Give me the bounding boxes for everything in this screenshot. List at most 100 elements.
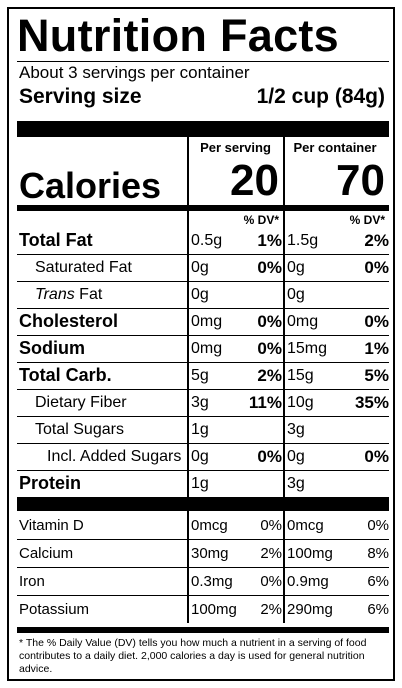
- row-divider: [17, 470, 389, 471]
- serving-dv: 0%: [257, 312, 282, 331]
- vitamin-name: Calcium: [19, 545, 74, 562]
- serving-dv: 1%: [257, 231, 282, 250]
- nutrient-name: Total Sugars: [35, 421, 124, 438]
- nutrient-row: Incl. Added Sugars 0g 0% 0g 0%: [17, 443, 389, 470]
- container-dv: 6%: [367, 601, 389, 618]
- nutrient-row: Total Carb. 5g 2% 15g 5%: [17, 362, 389, 389]
- serving-amount: 0g: [191, 448, 209, 465]
- row-divider: [17, 335, 389, 336]
- serving-dv: 0%: [260, 573, 282, 590]
- container-dv: 1%: [364, 339, 389, 358]
- row-divider: [17, 308, 389, 309]
- nutrient-name: Dietary Fiber: [35, 394, 127, 411]
- nutrient-name: Total Carb.: [19, 365, 112, 385]
- vitamin-name: Vitamin D: [19, 517, 84, 534]
- per-container-header: Per container: [293, 140, 377, 155]
- nutrient-row: Dietary Fiber 3g 11% 10g 35%: [17, 389, 389, 416]
- vitamin-divider: [17, 497, 389, 511]
- calories-per-serving: 20: [230, 156, 279, 205]
- container-amount: 290mg: [287, 601, 333, 618]
- container-amount: 100mg: [287, 545, 333, 562]
- container-amount: 0mcg: [287, 517, 324, 534]
- container-dv: 5%: [364, 366, 389, 385]
- nutrient-name-rest: Fat: [74, 286, 103, 303]
- calories-divider-left: [17, 205, 187, 211]
- vitamin-row: Iron 0.3mg 0% 0.9mg 6%: [17, 567, 389, 595]
- serving-amount: 0mg: [191, 313, 223, 330]
- nutrient-name: Sodium: [19, 338, 85, 358]
- container-dv: 8%: [367, 545, 389, 562]
- nutrient-name: Total Fat: [19, 230, 93, 250]
- row-divider: [17, 254, 389, 255]
- serving-dv: 2%: [257, 366, 282, 385]
- nutrient-name: Trans Fat: [35, 286, 102, 304]
- row-divider: [17, 539, 389, 540]
- thick-divider: [17, 121, 389, 137]
- nutrient-row: Saturated Fat 0g 0% 0g 0%: [17, 254, 389, 281]
- nutrition-facts-panel: Nutrition Facts About 3 servings per con…: [7, 7, 395, 681]
- container-dv: 0%: [364, 258, 389, 277]
- nutrient-row: Cholesterol 0mg 0% 0mg 0%: [17, 308, 389, 335]
- serving-dv: 11%: [248, 393, 282, 412]
- serving-amount: 5g: [191, 367, 209, 384]
- container-dv: 0%: [367, 517, 389, 534]
- serving-amount: 1g: [191, 475, 209, 492]
- serving-dv: 0%: [257, 258, 282, 277]
- calories-divider: [189, 205, 389, 211]
- row-divider: [17, 389, 389, 390]
- row-divider: [17, 281, 389, 282]
- container-dv: 35%: [354, 393, 389, 412]
- container-amount: 10g: [287, 394, 314, 411]
- serving-amount: 0.3mg: [191, 573, 233, 590]
- container-amount: 1.5g: [287, 232, 319, 249]
- row-divider: [17, 443, 389, 444]
- container-amount: 0mg: [287, 313, 319, 330]
- serving-size-row: Serving size 1/2 cup (84g): [19, 85, 385, 109]
- container-amount: 15g: [287, 367, 314, 384]
- nutrient-row: Total Sugars 1g 3g: [17, 416, 389, 443]
- container-dv: 2%: [364, 231, 389, 250]
- footnote: * The % Daily Value (DV) tells you how m…: [19, 637, 367, 675]
- row-divider: [17, 567, 389, 568]
- serving-amount: 0mcg: [191, 517, 228, 534]
- nutrient-name: Protein: [19, 473, 82, 493]
- calories-per-container: 70: [336, 156, 385, 205]
- row-divider: [17, 362, 389, 363]
- container-amount: 0g: [287, 448, 305, 465]
- container-amount: 15mg: [287, 340, 328, 357]
- servings-per-container: About 3 servings per container: [19, 63, 250, 82]
- serving-amount: 30mg: [191, 545, 229, 562]
- label-title: Nutrition Facts: [17, 10, 340, 61]
- nutrient-row: Trans Fat 0g 0g: [17, 281, 389, 308]
- serving-amount: 0mg: [191, 340, 223, 357]
- column-divider-1: [187, 137, 189, 623]
- nutrient-row: Total Fat 0.5g 1% 1.5g 2%: [17, 227, 389, 254]
- serving-dv: 0%: [257, 339, 282, 358]
- serving-amount: 0g: [191, 259, 209, 276]
- container-amount: 0g: [287, 286, 305, 303]
- serving-dv: 2%: [260, 601, 282, 618]
- vitamin-row: Vitamin D 0mcg 0% 0mcg 0%: [17, 511, 389, 539]
- nutrient-row: Protein 1g 3g: [17, 470, 389, 497]
- container-dv: 0%: [364, 447, 389, 466]
- container-dv: 0%: [364, 312, 389, 331]
- serving-amount: 3g: [191, 394, 209, 411]
- nutrient-name: Saturated Fat: [35, 259, 132, 276]
- dv-header-serving: % DV*: [243, 213, 279, 227]
- container-amount: 0.9mg: [287, 573, 329, 590]
- serving-dv: 2%: [260, 545, 282, 562]
- footer-divider: [17, 627, 389, 633]
- container-dv: 6%: [367, 573, 389, 590]
- nutrient-name-italic: Trans: [35, 286, 75, 303]
- serving-amount: 100mg: [191, 601, 237, 618]
- serving-size-label: Serving size: [19, 85, 142, 108]
- row-divider: [17, 416, 389, 417]
- serving-size-value: 1/2 cup (84g): [256, 85, 385, 108]
- column-divider-2: [283, 137, 285, 623]
- serving-dv: 0%: [260, 517, 282, 534]
- nutrient-name: Incl. Added Sugars: [47, 448, 182, 465]
- per-serving-header: Per serving: [200, 140, 271, 155]
- serving-dv: 0%: [257, 447, 282, 466]
- serving-amount: 0.5g: [191, 232, 223, 249]
- vitamin-name: Potassium: [19, 601, 90, 618]
